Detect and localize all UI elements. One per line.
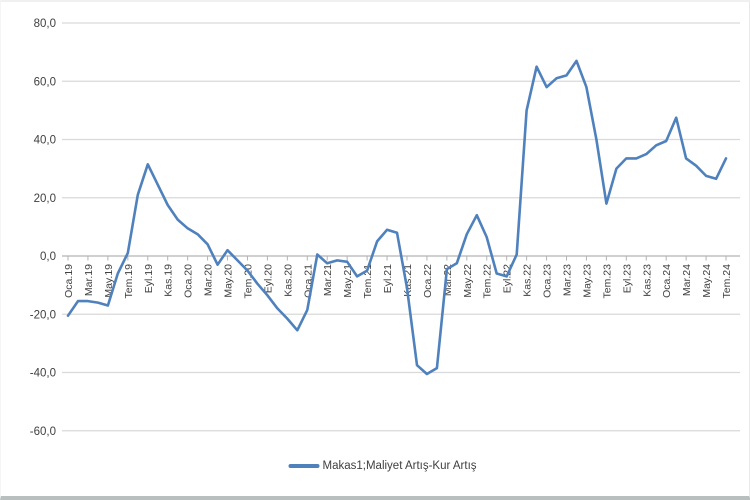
x-axis-tick-label: Tem.24 (721, 264, 733, 299)
x-axis-tick-label: May.21 (342, 264, 354, 298)
x-axis-tick-label: Kas.22 (522, 264, 534, 297)
y-axis-tick-label: 40,0 (34, 135, 56, 147)
x-axis-tick-label: Oca.20 (183, 264, 195, 298)
x-axis-tick-label: May.24 (701, 264, 713, 298)
x-axis-tick-label: Kas.23 (641, 264, 653, 297)
legend-label: Makas1;Maliyet Artış-Kur Artış (322, 460, 477, 472)
x-axis-tick-label: Mar.24 (681, 264, 693, 296)
y-axis-tick-label: 0,0 (40, 251, 56, 263)
x-axis-tick-label: Eyl.19 (143, 264, 155, 293)
x-axis-tick-label: May.22 (462, 264, 474, 298)
y-axis-tick-label: 60,0 (34, 76, 56, 88)
x-axis-tick-label: Mar.20 (203, 264, 215, 296)
x-axis-tick-label: Eyl.22 (502, 264, 514, 293)
x-axis-tick-label: Tem.19 (123, 264, 135, 299)
series-line (66, 59, 728, 376)
y-axis-tick-label: -40,0 (30, 368, 56, 380)
x-axis-tick-label: Kas.20 (282, 264, 294, 297)
x-axis-tick-label: Mar.19 (83, 264, 95, 296)
x-axis-tick-label: Kas.19 (163, 264, 175, 297)
x-axis-tick-label: Oca.19 (63, 264, 75, 298)
legend: Makas1;Maliyet Artış-Kur Artış (288, 460, 477, 472)
y-axis-tick-label: 80,0 (34, 18, 56, 30)
legend-line-swatch (288, 464, 320, 468)
x-axis-tick-label: Eyl.20 (262, 264, 274, 293)
y-axis-tick-label: 20,0 (34, 193, 56, 205)
x-axis-tick-label: May.23 (581, 264, 593, 298)
x-axis-tick-label: Eyl.21 (382, 264, 394, 293)
y-axis-tick-label: -20,0 (30, 309, 56, 321)
x-axis-tick-label: Mar.23 (562, 264, 574, 296)
x-axis-tick-label: Mar.21 (322, 264, 334, 296)
x-axis-tick-label: Oca.22 (422, 264, 434, 298)
y-axis-tick-label: -60,0 (30, 426, 56, 438)
x-axis-tick-label: May.20 (223, 264, 235, 298)
x-axis-tick-label: Tem.22 (482, 264, 494, 299)
x-axis-tick-label: Tem.23 (601, 264, 613, 299)
x-axis-tick-label: Tem.20 (242, 264, 254, 299)
x-axis-tick-label: Eyl.23 (621, 264, 633, 293)
x-axis-tick-label: Oca.24 (661, 264, 673, 298)
x-axis-tick-label: Oca.23 (542, 264, 554, 298)
